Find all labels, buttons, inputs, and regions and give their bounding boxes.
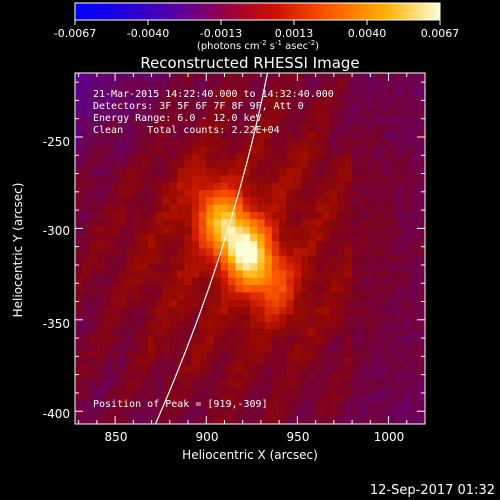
plot-frame — [74, 72, 426, 425]
colorbar-tick-label: 0.0067 — [421, 27, 460, 40]
colorbar-tick-labels: -0.0067 -0.0040 -0.0013 0.0013 0.0040 0.… — [54, 27, 459, 40]
colorbar-tick-label: 0.0013 — [275, 27, 314, 40]
x-tick-labels: 850 900 950 1000 — [105, 430, 405, 444]
colorbar-units: (photons cm-2 s-1 asec-2) — [197, 39, 319, 52]
info-line-clean: Clean Total counts: 2.22E+04 — [93, 125, 280, 136]
y-tick-label: -250 — [43, 135, 70, 149]
y-tick-label: -300 — [43, 224, 70, 238]
y-tick-label: -400 — [43, 407, 70, 421]
y-tick-label: -350 — [43, 317, 70, 331]
heatmap — [75, 73, 425, 424]
info-line-time: 21-Mar-2015 14:22:40.000 to 14:32:40.000 — [93, 89, 334, 100]
x-tick-label: 900 — [196, 430, 219, 444]
x-axis-label: Heliocentric X (arcsec) — [182, 448, 318, 462]
y-tick-labels: -250 -300 -350 -400 — [43, 135, 70, 421]
info-annotation: 21-Mar-2015 14:22:40.000 to 14:32:40.000… — [93, 89, 334, 136]
colorbar-tick-label: -0.0067 — [54, 27, 96, 40]
colorbar-tick-label: 0.0040 — [348, 27, 387, 40]
solar-limb-line — [154, 73, 269, 424]
peak-position-label: Position of Peak = [919,-309] — [93, 399, 268, 410]
info-line-detectors: Detectors: 3F 5F 6F 7F 8F 9F, Att 0 — [93, 101, 304, 112]
colorbar — [74, 2, 441, 21]
info-line-energy: Energy Range: 6.0 - 12.0 keV — [93, 113, 262, 124]
colorbar-tick-label: -0.0013 — [200, 27, 242, 40]
colorbar-ticks — [74, 20, 441, 25]
colorbar-tick-label: -0.0040 — [127, 27, 169, 40]
y-axis-label: Heliocentric Y (arcsec) — [11, 183, 25, 318]
chart-title: Reconstructed RHESSI Image — [140, 54, 359, 72]
x-tick-label: 950 — [287, 430, 310, 444]
timestamp: 12-Sep-2017 01:32 — [370, 483, 495, 498]
x-tick-label: 850 — [105, 430, 128, 444]
x-tick-label: 1000 — [374, 430, 405, 444]
axis-ticks — [75, 73, 426, 424]
